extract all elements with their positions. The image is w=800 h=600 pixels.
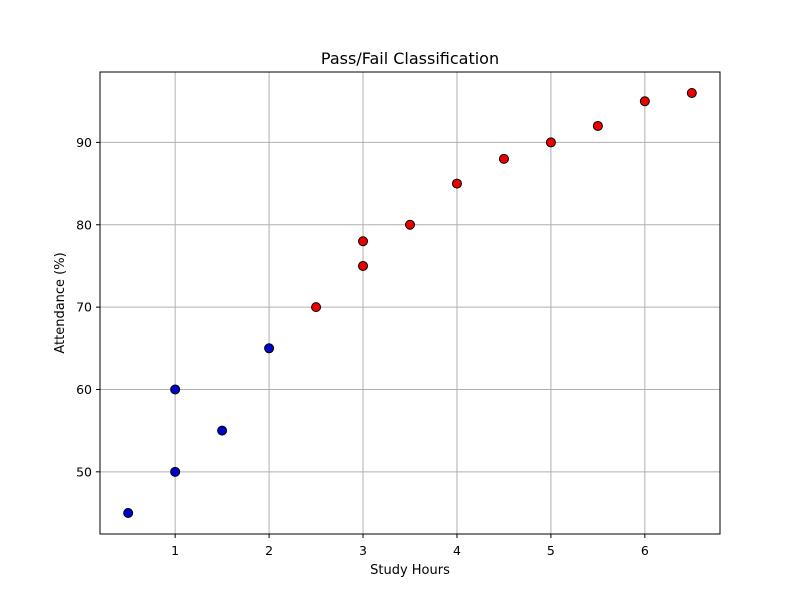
y-tick-label: 80 — [76, 217, 92, 232]
x-tick-label: 6 — [641, 543, 649, 558]
y-axis-label: Attendance (%) — [53, 252, 68, 353]
scatter-point — [498, 153, 509, 164]
scatter-point — [451, 178, 462, 189]
plot-area-frame — [99, 71, 721, 535]
scatter-point — [545, 137, 556, 148]
x-tick-label: 5 — [547, 543, 555, 558]
x-tick-label: 1 — [171, 543, 179, 558]
scatter-point — [264, 343, 275, 354]
ticks-layer: 1 2 3 4 5 6 50 60 70 80 90 — [76, 135, 649, 558]
scatter-point — [170, 384, 181, 395]
y-tick-label: 70 — [76, 300, 92, 315]
x-tick-label: 2 — [265, 543, 273, 558]
grid-layer — [100, 72, 720, 534]
scatter-point — [358, 260, 369, 271]
scatter-point — [311, 302, 322, 313]
x-tick-label: 3 — [359, 543, 367, 558]
y-tick-label: 60 — [76, 382, 92, 397]
scatter-point — [405, 219, 415, 230]
chart-title: Pass/Fail Classification — [321, 49, 499, 68]
x-tick-label: 4 — [453, 543, 461, 558]
y-tick-label: 90 — [76, 135, 92, 150]
scatter-point — [639, 96, 650, 107]
y-tick-label: 50 — [76, 464, 92, 479]
x-axis-label: Study Hours — [370, 563, 450, 578]
scatter-point — [358, 236, 369, 247]
scatter-point — [686, 88, 697, 98]
scatter-point — [170, 466, 181, 477]
points-layer — [123, 88, 697, 518]
scatter-point — [217, 425, 228, 436]
scatter-point — [592, 120, 603, 131]
scatter-point — [123, 508, 134, 518]
